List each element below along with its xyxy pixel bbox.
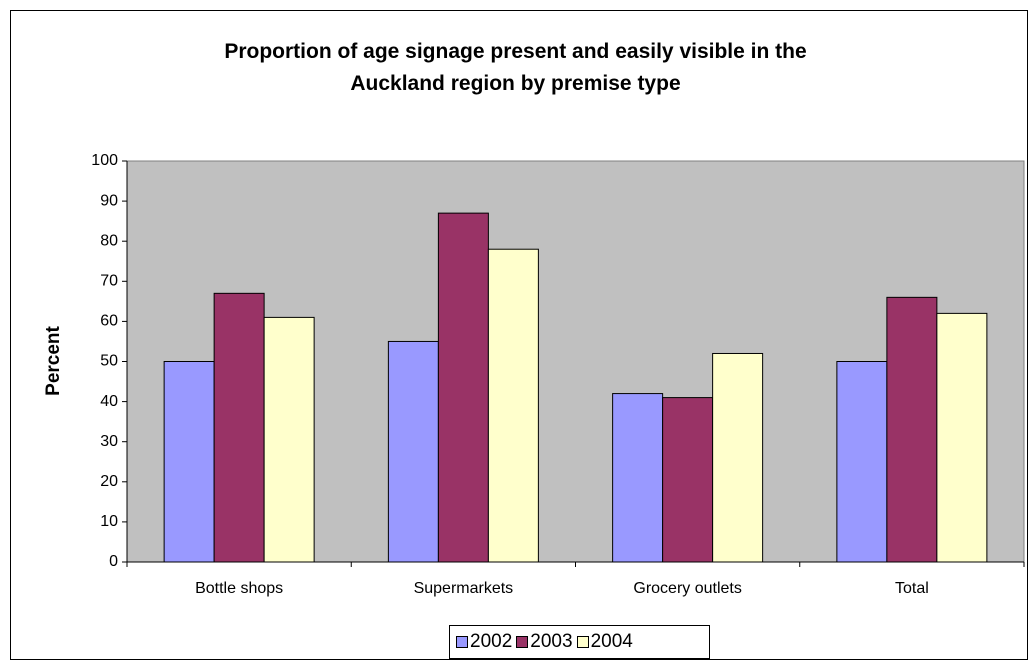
chart-title-line-1: Proportion of age signage present and ea… [224,40,807,63]
y-tick-label: 80 [100,232,118,249]
y-tick-label: 50 [100,353,118,370]
legend-label: 2002 [470,631,513,652]
bar-2002-supermarkets [387,340,439,563]
bar-2003-supermarkets [437,212,489,563]
bar-2003-total [886,296,938,563]
x-tick-label: Grocery outlets [633,580,741,597]
bar-2003-grocery-outlets [662,397,714,563]
x-tick-label: Bottle shops [195,580,283,597]
bar-2004-total [936,312,988,563]
chart-legend: 2002 2003 2004 [449,625,710,659]
y-tick-label: 60 [100,313,118,330]
y-tick-label: 90 [100,192,118,209]
legend-item-2002: 2002 [456,631,512,653]
y-tick-label: 100 [91,152,118,169]
y-tick-label: 10 [100,513,118,530]
bar-2002-bottle-shops [163,361,215,563]
legend-item-2004: 2004 [576,631,633,653]
legend-label: 2003 [530,631,573,652]
y-tick-label: 70 [100,273,118,290]
bar-2004-grocery-outlets [712,352,764,563]
y-tick-label: 20 [100,473,118,490]
bar-2004-supermarkets [487,248,539,563]
y-tick-label: 40 [100,393,118,410]
bar-2002-grocery-outlets [612,393,664,563]
legend-label: 2004 [590,631,633,652]
bar-2004-bottle-shops [263,316,315,563]
chart-title-line-2: Auckland region by premise type [350,72,681,95]
chart-title: Proportion of age signage present and ea… [0,36,1031,100]
axes-group: 0 10 20 30 40 50 60 70 80 90 100 Bottle shops Superm… [91,152,1025,597]
bars-group [163,212,988,563]
y-tick-label: 0 [109,553,118,570]
legend-item-2003: 2003 [516,631,573,653]
bar-2003-bottle-shops [213,292,265,563]
y-axis-label: Percent [43,325,64,395]
x-tick-label: Supermarkets [414,580,514,597]
x-tick-label: Total [895,580,929,597]
legend-swatch [456,636,468,648]
legend-swatch [576,636,589,648]
bar-2002-total [836,361,888,563]
y-tick-label: 30 [100,433,118,450]
legend-swatch [516,636,529,648]
